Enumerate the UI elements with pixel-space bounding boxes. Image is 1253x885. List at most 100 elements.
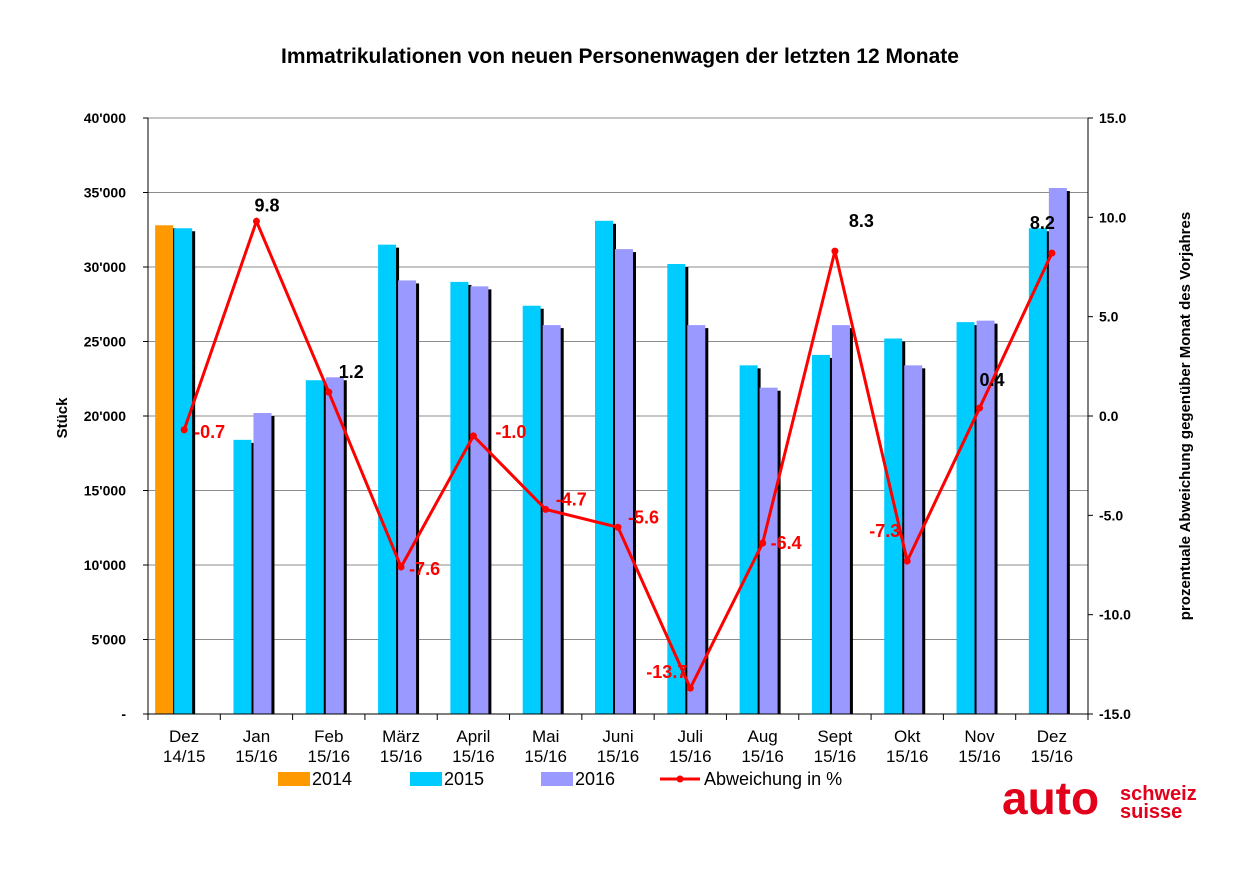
x-tick-label: April xyxy=(456,727,490,746)
y-tick-label: 20'000 xyxy=(84,408,126,424)
deviation-point xyxy=(903,557,911,565)
bar-2016 xyxy=(253,413,272,714)
logo-main: auto xyxy=(1002,772,1099,824)
deviation-point xyxy=(325,388,333,396)
bar-2015 xyxy=(522,305,541,714)
legend: 2014 2015 2016 Abweichung in % xyxy=(278,769,842,789)
x-tick-label-year: 15/16 xyxy=(814,747,857,766)
x-tick-label: Dez xyxy=(169,727,199,746)
deviation-data-label: -13.7 xyxy=(646,662,687,682)
bar-2015 xyxy=(450,281,469,714)
bar-2015 xyxy=(378,244,397,714)
bar-2016 xyxy=(759,387,778,714)
axes xyxy=(143,117,1093,720)
deviation-data-label: 8.3 xyxy=(849,211,874,231)
y2-tick-label: -10.0 xyxy=(1099,607,1131,623)
y2-tick-label: 0.0 xyxy=(1099,408,1119,424)
deviation-point xyxy=(180,426,188,434)
x-tick-label-year: 15/16 xyxy=(307,747,350,766)
deviation-point xyxy=(976,404,984,412)
y2-tick-label: 5.0 xyxy=(1099,309,1119,325)
x-tick-label: Jan xyxy=(243,727,270,746)
legend-label: 2014 xyxy=(312,769,352,789)
deviation-data-label: -6.4 xyxy=(771,533,802,553)
deviation-point xyxy=(469,432,477,440)
deviation-point xyxy=(542,505,550,513)
bar-2015 xyxy=(884,338,903,714)
bar-2015 xyxy=(811,354,830,714)
deviation-data-label: -1.0 xyxy=(495,422,526,442)
x-tick-label: Dez xyxy=(1037,727,1067,746)
bar-2015 xyxy=(233,439,252,714)
legend-swatch xyxy=(278,772,310,786)
deviation-data-label: -5.6 xyxy=(628,507,659,527)
deviation-data-label: 1.2 xyxy=(339,362,364,382)
bar-2016 xyxy=(398,280,417,714)
y2-tick-label: 10.0 xyxy=(1099,209,1126,225)
bar-2016 xyxy=(831,325,850,714)
x-tick-label-year: 15/16 xyxy=(597,747,640,766)
x-tick-label: Sept xyxy=(817,727,852,746)
y-tick-label: - xyxy=(121,706,126,722)
bar-2015 xyxy=(956,322,975,714)
bar-2016 xyxy=(687,325,706,714)
deviation-line: -0.7 9.8 1.2 -7.6 -1.0 -4.7 -5.6 -13.7 -6.4 8.3 -7… xyxy=(180,195,1056,692)
y-tick-label: 5'000 xyxy=(92,632,127,648)
deviation-point xyxy=(1048,249,1056,257)
tick-labels: - 5'000 10'000 15'000 20'000 25'000 30'000 35'0… xyxy=(84,110,1131,766)
deviation-point xyxy=(759,539,767,547)
x-tick-label: Aug xyxy=(747,727,777,746)
legend-swatch xyxy=(541,772,573,786)
deviation-point xyxy=(397,563,405,571)
x-tick-label-year: 15/16 xyxy=(669,747,712,766)
x-tick-label-year: 15/16 xyxy=(741,747,784,766)
bar-2016 xyxy=(976,320,995,714)
x-tick-label: Nov xyxy=(964,727,995,746)
bar-2015 xyxy=(739,365,758,714)
y-tick-label: 25'000 xyxy=(84,334,126,350)
chart-title: Immatrikulationen von neuen Personenwage… xyxy=(281,45,959,68)
deviation-point xyxy=(686,684,694,692)
deviation-data-label: -4.7 xyxy=(556,489,587,509)
x-tick-label-year: 15/16 xyxy=(1031,747,1074,766)
y-tick-label: 10'000 xyxy=(84,557,126,573)
x-tick-label-year: 15/16 xyxy=(958,747,1001,766)
logo-line2: suisse xyxy=(1120,801,1182,823)
bar-2016 xyxy=(325,377,344,714)
deviation-data-label: -7.3 xyxy=(869,521,900,541)
legend-label: Abweichung in % xyxy=(704,769,842,789)
deviation-point xyxy=(831,247,839,255)
bar-2016 xyxy=(542,325,561,714)
y2-tick-label: -5.0 xyxy=(1099,507,1123,523)
deviation-data-label: 8.2 xyxy=(1030,213,1055,233)
deviation-data-label: 9.8 xyxy=(254,195,279,215)
x-tick-label: Mai xyxy=(532,727,559,746)
x-tick-label-year: 14/15 xyxy=(163,747,206,766)
deviation-point xyxy=(614,523,622,531)
bar-2015 xyxy=(667,264,686,714)
legend-label: 2016 xyxy=(575,769,615,789)
bar-2016 xyxy=(904,365,923,714)
y-tick-label: 35'000 xyxy=(84,185,126,201)
x-tick-label-year: 15/16 xyxy=(886,747,929,766)
bar-2016 xyxy=(470,286,489,714)
x-tick-label: März xyxy=(382,727,420,746)
x-tick-label-year: 15/16 xyxy=(524,747,567,766)
deviation-data-label: 0.4 xyxy=(980,370,1005,390)
logo: auto schweiz suisse xyxy=(1002,772,1197,824)
y-tick-label: 30'000 xyxy=(84,259,126,275)
bars xyxy=(155,188,1070,714)
deviation-data-label: -7.6 xyxy=(409,559,440,579)
x-tick-label-year: 15/16 xyxy=(235,747,278,766)
y-tick-label: 15'000 xyxy=(84,483,126,499)
y2-axis-title: prozentuale Abweichung gegenüber Monat d… xyxy=(1177,212,1194,620)
x-tick-label-year: 15/16 xyxy=(452,747,495,766)
y-tick-label: 40'000 xyxy=(84,110,126,126)
x-tick-label: Okt xyxy=(894,727,921,746)
bar-2015 xyxy=(174,228,193,714)
y2-tick-label: 15.0 xyxy=(1099,110,1126,126)
bar-2015 xyxy=(595,220,613,714)
x-tick-label-year: 15/16 xyxy=(380,747,423,766)
logo-line1: schweiz xyxy=(1120,783,1197,805)
